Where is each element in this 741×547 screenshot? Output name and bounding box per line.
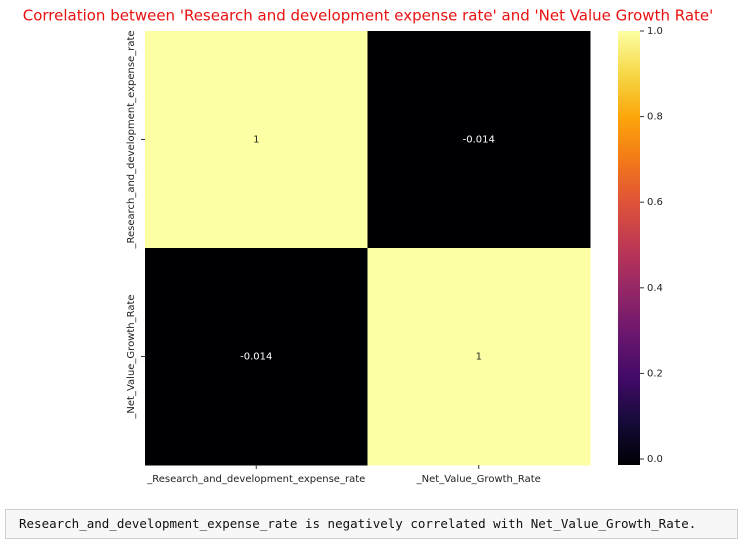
colorbar: [618, 31, 640, 465]
heatmap-cell: [145, 31, 368, 249]
heatmap-cell: [145, 248, 368, 466]
colorbar-tick-label: 0.0: [647, 454, 663, 465]
heatmap-cell: [367, 31, 591, 249]
y-tick-label: _Net_Value_Growth_Rate: [126, 294, 137, 419]
x-tick-label: _Net_Value_Growth_Rate: [416, 474, 541, 485]
heatmap-cell: [367, 248, 591, 466]
cell-label: 1: [476, 352, 482, 363]
colorbar-tick-label: 0.6: [647, 197, 663, 208]
colorbar-tick-label: 0.4: [647, 283, 663, 294]
y-tick-label: _Research_and_development_expense_rate: [126, 30, 137, 249]
colorbar-tick-label: 1.0: [647, 26, 663, 37]
chart: Correlation between 'Research and develo…: [23, 7, 714, 486]
chart-title: Correlation between 'Research and develo…: [23, 7, 714, 25]
x-tick-label: _Research_and_development_expense_rate: [146, 474, 365, 485]
colorbar-tick-label: 0.8: [647, 112, 663, 123]
cell-label: -0.014: [240, 352, 272, 363]
output-text: Research_and_development_expense_rate is…: [5, 509, 738, 539]
colorbar-tick-label: 0.2: [647, 368, 663, 379]
cell-label: 1: [253, 135, 259, 146]
cell-label: -0.014: [463, 135, 495, 146]
